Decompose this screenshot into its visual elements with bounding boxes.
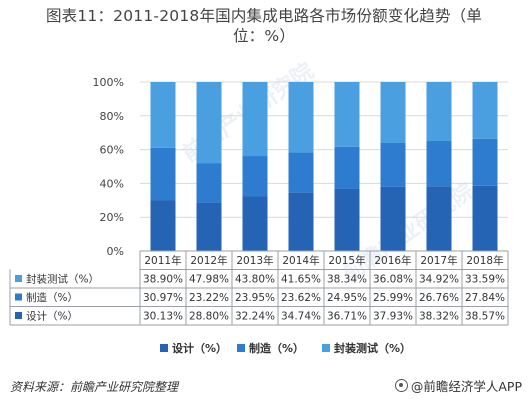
table-row-label: 制造（%）: [26, 291, 78, 304]
bar-segment-packaging: [242, 82, 268, 157]
x-category-label: 2018年: [466, 254, 503, 267]
data-label: 28.80%: [189, 311, 229, 323]
bar-segment-design: [472, 185, 498, 251]
bar-segment-design: [380, 186, 406, 251]
bar-segment-packaging: [196, 82, 222, 164]
bar-segment-packaging: [150, 82, 176, 148]
bar-segment-manufacturing: [288, 152, 314, 193]
data-label: 38.57%: [465, 311, 505, 323]
data-label: 36.08%: [373, 274, 413, 286]
x-category-label: 2013年: [236, 254, 273, 267]
legend-label: 制造（%）: [249, 341, 304, 355]
brand-logo-icon: [394, 379, 408, 392]
data-label: 30.97%: [143, 292, 183, 304]
chart-title-line1: 图表11：2011-2018年国内集成电路各市场份额变化趋势（单: [45, 7, 483, 25]
legend-label: 设计（%）: [172, 341, 227, 355]
data-label: 43.80%: [235, 274, 275, 286]
source-note: 资料来源：前瞻产业研究院整理: [10, 380, 179, 394]
legend-swatch-packaging: [322, 344, 330, 352]
legend-label: 封装测试（%）: [334, 341, 411, 355]
bar-segment-packaging: [426, 82, 452, 142]
x-category-label: 2016年: [374, 254, 411, 267]
data-label: 36.71%: [327, 311, 367, 323]
data-label: 27.84%: [465, 292, 505, 304]
x-category-label: 2011年: [144, 254, 181, 267]
chart-title-line2: 位：%）: [232, 27, 296, 45]
bar-segment-manufacturing: [426, 141, 452, 187]
x-category-label: 2017年: [420, 254, 457, 267]
legend-swatch-design: [160, 344, 168, 352]
y-tick-label: 20%: [100, 211, 124, 224]
data-label: 37.93%: [373, 311, 413, 323]
data-label: 47.98%: [189, 274, 229, 286]
y-tick-label: 60%: [100, 144, 124, 157]
data-label: 25.99%: [373, 292, 413, 304]
bar-segment-design: [288, 192, 314, 251]
data-label: 38.32%: [419, 311, 459, 323]
brand-text: @前瞻经济学人APP: [410, 379, 522, 394]
data-label: 38.34%: [327, 274, 367, 286]
x-category-label: 2014年: [282, 254, 319, 267]
bar-segment-packaging: [472, 82, 498, 139]
data-label: 41.65%: [281, 274, 321, 286]
bar-segment-manufacturing: [242, 156, 268, 197]
data-label: 33.59%: [465, 274, 505, 286]
data-label: 23.22%: [189, 292, 229, 304]
bar-segment-design: [426, 186, 452, 251]
bar-segment-design: [242, 196, 268, 251]
bar-segment-manufacturing: [196, 163, 222, 203]
bar-segment-manufacturing: [472, 138, 498, 186]
y-tick-label: 0%: [107, 245, 124, 258]
legend-swatch-manufacturing: [237, 344, 245, 352]
x-category-label: 2015年: [328, 254, 365, 267]
data-label: 38.90%: [143, 274, 183, 286]
data-label: 26.76%: [419, 292, 459, 304]
data-label: 23.95%: [235, 292, 275, 304]
x-category-label: 2012年: [190, 254, 227, 267]
bar-segment-manufacturing: [150, 147, 176, 201]
bar-segment-packaging: [334, 82, 360, 147]
data-label: 34.74%: [281, 311, 321, 323]
bar-segment-design: [150, 200, 176, 251]
table-row-label: 封装测试（%）: [26, 273, 99, 286]
table-legend-swatch-design: [15, 312, 22, 319]
y-tick-label: 80%: [100, 110, 124, 123]
table-row-label: 设计（%）: [26, 310, 78, 323]
bar-segment-design: [196, 202, 222, 251]
data-label: 23.62%: [281, 292, 321, 304]
bar-segment-design: [334, 188, 360, 251]
y-tick-label: 100%: [93, 76, 124, 89]
brand-label: @前瞻经济学人APP: [394, 376, 522, 395]
data-label: 34.92%: [419, 274, 459, 286]
bar-segment-packaging: [380, 82, 406, 143]
data-label: 24.95%: [327, 292, 367, 304]
bar-segment-manufacturing: [380, 142, 406, 187]
table-legend-swatch-manufacturing: [15, 293, 22, 301]
data-label: 32.24%: [235, 311, 275, 323]
table-legend-swatch-packaging: [15, 275, 22, 282]
chart-title: 图表11：2011-2018年国内集成电路各市场份额变化趋势（单 位：%）: [0, 6, 528, 46]
y-tick-label: 40%: [100, 177, 124, 190]
bar-segment-packaging: [288, 81, 314, 153]
data-label: 30.13%: [143, 311, 183, 323]
bar-segment-manufacturing: [334, 146, 360, 189]
